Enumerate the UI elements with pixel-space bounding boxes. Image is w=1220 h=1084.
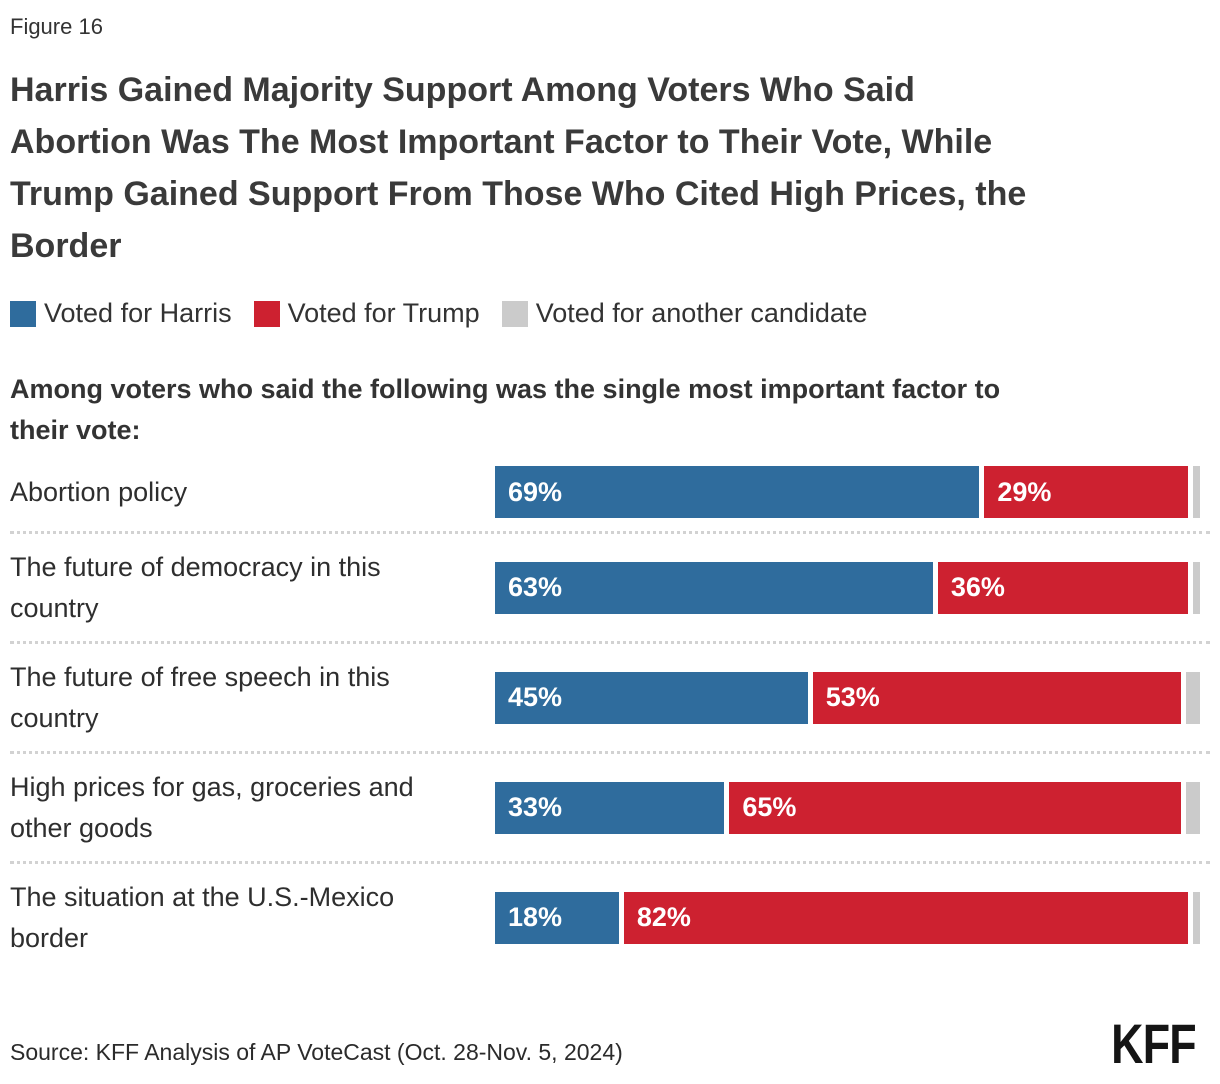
bar-track: 63% 36% [495, 561, 1200, 614]
bar-value-label: 69% [508, 476, 563, 507]
category-label: High prices for gas, groceries and other… [10, 772, 414, 843]
chart-subtitle: Among voters who said the following was … [10, 374, 1001, 445]
stacked-bar-chart: Abortion policy 69% 29% The future of democ… [10, 453, 1210, 971]
bar-value-label: 45% [508, 682, 563, 712]
chart-row: The future of democracy in this country 6… [10, 534, 1210, 644]
other-bar-segment [1192, 466, 1200, 518]
another-candidate-swatch-icon [501, 300, 528, 327]
bar-value-label: 82% [636, 902, 691, 932]
category-label: The situation at the U.S.-Mexico border [10, 882, 395, 953]
trump-bar-segment: 29% [984, 466, 1188, 518]
bar-track: 69% 29% [495, 466, 1200, 518]
legend-item-harris: Voted for Harris [10, 298, 232, 329]
legend-label: Voted for Trump [287, 298, 480, 328]
bar-track: 45% 53% [495, 671, 1200, 724]
bar-value-label: 36% [950, 572, 1005, 602]
legend-item-trump: Voted for Trump [253, 298, 480, 329]
chart-row: Abortion policy 69% 29% [10, 453, 1210, 534]
kff-logo: KFF [1111, 1012, 1196, 1075]
harris-bar-segment: 18% [495, 891, 619, 944]
trump-bar-segment: 65% [729, 781, 1182, 834]
legend-item-another-candidate: Voted for another candidate [501, 298, 868, 329]
harris-bar-segment: 69% [495, 466, 980, 518]
source-note: Source: KFF Analysis of AP VoteCast (Oct… [10, 1039, 623, 1065]
category-label: Abortion policy [10, 476, 188, 507]
trump-bar-segment: 53% [812, 671, 1182, 724]
chart-row: The situation at the U.S.-Mexico border 1… [10, 864, 1210, 971]
chart-row: The future of free speech in this countr… [10, 644, 1210, 754]
bar-value-label: 65% [742, 792, 797, 822]
harris-bar-segment: 45% [495, 671, 808, 724]
harris-bar-segment: 63% [495, 561, 933, 614]
chart-title: Harris Gained Majority Support Among Vot… [10, 71, 1027, 265]
category-label: The future of free speech in this countr… [10, 662, 390, 733]
harris-bar-segment: 33% [495, 781, 725, 834]
bar-value-label: 18% [508, 902, 563, 932]
bar-value-label: 33% [508, 792, 563, 822]
harris-swatch-icon [10, 300, 36, 327]
bar-value-label: 29% [997, 476, 1052, 507]
bar-track: 18% 82% [495, 891, 1200, 944]
legend-label: Voted for Harris [44, 298, 232, 328]
trump-swatch-icon [253, 300, 280, 327]
other-bar-segment [1193, 891, 1200, 944]
chart-row: High prices for gas, groceries and other… [10, 754, 1210, 864]
figure-label: Figure 16 [10, 14, 103, 39]
trump-bar-segment: 82% [623, 891, 1188, 944]
legend: Voted for Harris Voted for Trump Voted f… [10, 298, 1210, 329]
trump-bar-segment: 36% [937, 561, 1188, 614]
bar-track: 33% 65% [495, 781, 1200, 834]
other-bar-segment [1186, 671, 1200, 724]
footer: Source: KFF Analysis of AP VoteCast (Oct… [10, 1012, 1197, 1075]
other-bar-segment [1193, 561, 1200, 614]
category-label: The future of democracy in this country [10, 552, 381, 623]
bar-value-label: 63% [508, 572, 563, 602]
legend-label: Voted for another candidate [535, 298, 868, 328]
bar-value-label: 53% [825, 682, 880, 712]
other-bar-segment [1186, 781, 1200, 834]
